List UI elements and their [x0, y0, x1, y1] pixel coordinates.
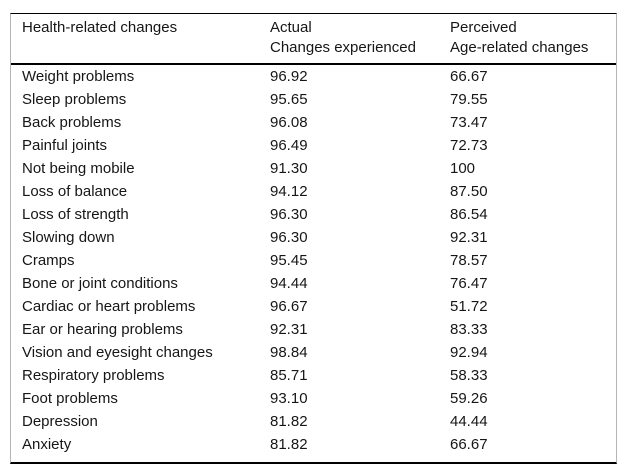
actual-value: 95.45	[270, 252, 308, 269]
perceived-value: 66.67	[450, 436, 488, 453]
header-label-line2: Age-related changes	[450, 39, 589, 56]
actual-value: 94.44	[270, 275, 308, 292]
table-row: Slowing down 96.30 92.31	[11, 226, 616, 249]
actual-value: 96.49	[270, 137, 308, 154]
perceived-value: 87.50	[450, 183, 488, 200]
table-row: Weight problems 96.92 66.67	[11, 65, 616, 88]
row-label: Cardiac or heart problems	[22, 298, 196, 315]
perceived-value: 79.55	[450, 91, 488, 108]
actual-value: 81.82	[270, 413, 308, 430]
actual-value: 98.84	[270, 344, 308, 361]
actual-value: 91.30	[270, 160, 308, 177]
row-label: Not being mobile	[22, 160, 135, 177]
actual-value: 96.67	[270, 298, 308, 315]
perceived-value: 92.94	[450, 344, 488, 361]
perceived-value: 73.47	[450, 114, 488, 131]
actual-value: 81.82	[270, 436, 308, 453]
actual-value: 96.08	[270, 114, 308, 131]
table-row: Loss of balance 94.12 87.50	[11, 180, 616, 203]
perceived-value: 66.67	[450, 68, 488, 85]
perceived-value: 72.73	[450, 137, 488, 154]
table-row: Bone or joint conditions 94.44 76.47	[11, 272, 616, 295]
row-label: Weight problems	[22, 68, 135, 85]
row-label: Respiratory problems	[22, 367, 165, 384]
table-row: Foot problems 93.10 59.26	[11, 387, 616, 410]
header-col-actual: Actual Changes experienced	[270, 18, 450, 58]
perceived-value: 59.26	[450, 390, 488, 407]
row-label: Cramps	[22, 252, 75, 269]
table-row: Back problems 96.08 73.47	[11, 111, 616, 134]
table-row: Cardiac or heart problems 96.67 51.72	[11, 295, 616, 318]
perceived-value: 78.57	[450, 252, 488, 269]
perceived-value: 83.33	[450, 321, 488, 338]
actual-value: 96.92	[270, 68, 308, 85]
header-label-line1: Actual	[270, 19, 312, 36]
row-label: Slowing down	[22, 229, 115, 246]
actual-value: 85.71	[270, 367, 308, 384]
table-row: Depression 81.82 44.44	[11, 410, 616, 433]
row-label: Back problems	[22, 114, 122, 131]
table-row: Ear or hearing problems 92.31 83.33	[11, 318, 616, 341]
table-row: Cramps 95.45 78.57	[11, 249, 616, 272]
actual-value: 93.10	[270, 390, 308, 407]
table-row: Loss of strength 96.30 86.54	[11, 203, 616, 226]
perceived-value: 86.54	[450, 206, 488, 223]
table-row: Not being mobile 91.30 100	[11, 157, 616, 180]
row-label: Anxiety	[22, 436, 72, 453]
row-label: Sleep problems	[22, 91, 127, 108]
header-label-line1: Perceived	[450, 19, 517, 36]
perceived-value: 100	[450, 160, 476, 177]
row-label: Foot problems	[22, 390, 118, 407]
perceived-value: 92.31	[450, 229, 488, 246]
perceived-value: 76.47	[450, 275, 488, 292]
actual-value: 95.65	[270, 91, 308, 108]
table-row: Anxiety 81.82 66.67	[11, 433, 616, 456]
header-col-health-changes: Health-related changes	[11, 18, 270, 58]
perceived-value: 44.44	[450, 413, 488, 430]
table-header: Health-related changes Actual Changes ex…	[11, 14, 616, 65]
table-row: Respiratory problems 85.71 58.33	[11, 364, 616, 387]
row-label: Painful joints	[22, 137, 108, 154]
perceived-value: 51.72	[450, 298, 488, 315]
header-col-perceived: Perceived Age-related changes	[450, 18, 616, 58]
row-label: Ear or hearing problems	[22, 321, 183, 338]
row-label: Vision and eyesight changes	[22, 344, 213, 361]
header-label-line2: Changes experienced	[270, 39, 416, 56]
header-label: Health-related changes	[22, 19, 178, 36]
actual-value: 94.12	[270, 183, 308, 200]
perceived-value: 58.33	[450, 367, 488, 384]
actual-value: 92.31	[270, 321, 308, 338]
table-row: Sleep problems 95.65 79.55	[11, 88, 616, 111]
health-changes-table: Health-related changes Actual Changes ex…	[10, 13, 617, 464]
row-label: Bone or joint conditions	[22, 275, 178, 292]
table-body: Weight problems 96.92 66.67 Sleep proble…	[11, 65, 616, 462]
row-label: Loss of balance	[22, 183, 128, 200]
actual-value: 96.30	[270, 229, 308, 246]
actual-value: 96.30	[270, 206, 308, 223]
row-label: Depression	[22, 413, 98, 430]
table-row: Painful joints 96.49 72.73	[11, 134, 616, 157]
row-label: Loss of strength	[22, 206, 129, 223]
table-row: Vision and eyesight changes 98.84 92.94	[11, 341, 616, 364]
